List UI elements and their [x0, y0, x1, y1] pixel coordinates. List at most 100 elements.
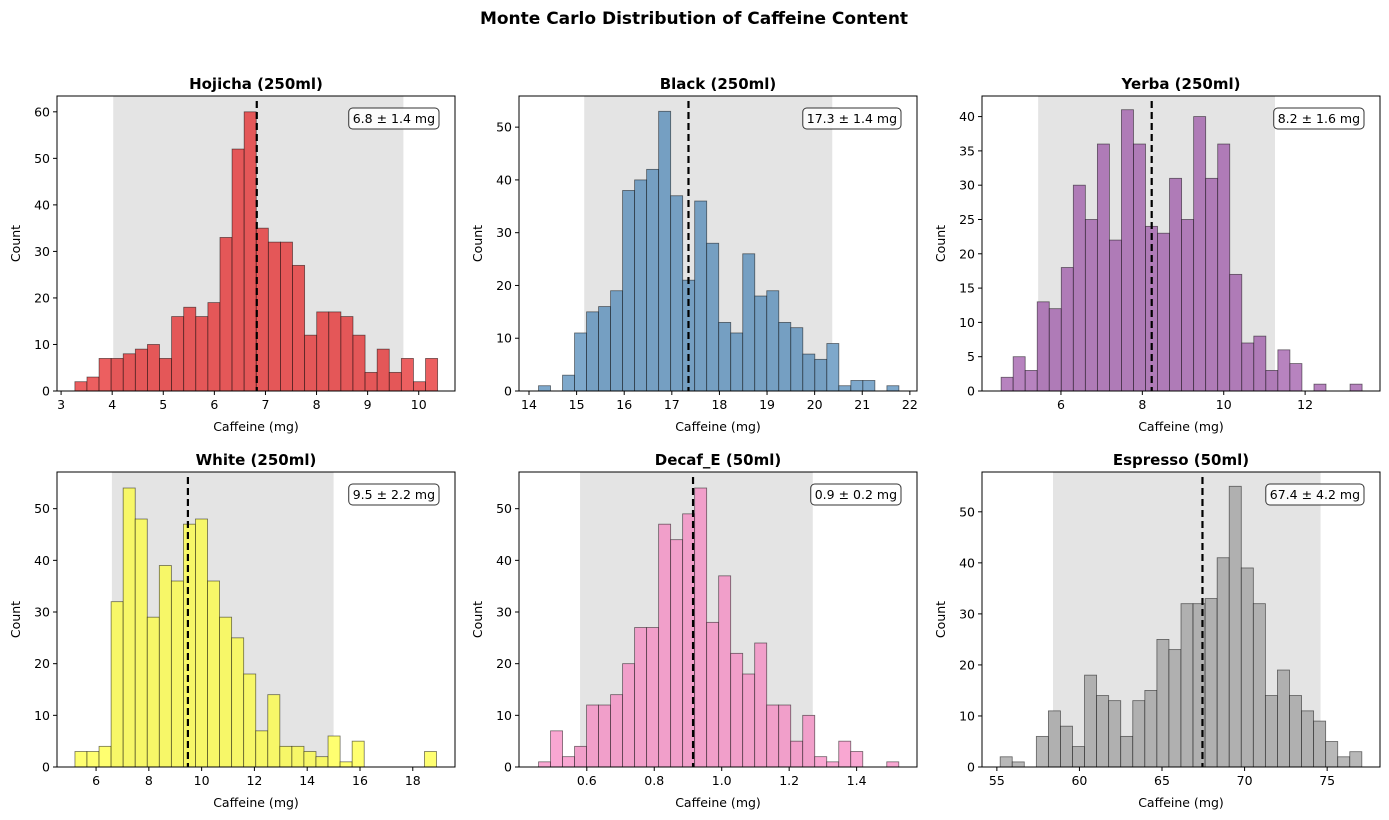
subplot-6: 55 60 65 70 75 0 10 20 30 40 50 Espresso (50ml) Caff… [933, 451, 1381, 810]
histogram-bar [110, 601, 124, 768]
y-tick-label: 35 [959, 143, 975, 158]
y-axis-label: Count [470, 225, 485, 262]
histogram-bar [802, 353, 816, 392]
x-axis-label: Caffeine (mg) [675, 795, 761, 810]
histogram-bar [646, 168, 660, 392]
stats-annotation: 67.4 ± 4.2 mg [1270, 487, 1360, 502]
histogram-bar [219, 616, 233, 768]
stats-annotation-box [348, 107, 440, 130]
histogram-bar [802, 714, 816, 768]
histogram-bar [694, 200, 708, 392]
histogram-bar [730, 652, 744, 768]
histogram-bar [706, 621, 720, 768]
histogram-bar [170, 580, 184, 768]
histogram-bar [574, 332, 587, 392]
x-axis-label: Caffeine (mg) [213, 419, 299, 434]
histogram-bar [1096, 695, 1110, 768]
x-tick-label: 17 [664, 397, 680, 412]
histogram-bar [110, 358, 124, 392]
histogram-bar [1216, 557, 1230, 768]
histogram-bar [292, 264, 306, 392]
histogram-bar [1217, 143, 1231, 392]
histogram-bar [280, 241, 293, 392]
axes-frame [56, 95, 456, 392]
histogram-bar [86, 376, 100, 392]
histogram-bar [183, 523, 196, 768]
histogram-bar [1229, 273, 1243, 392]
x-axis-label: Caffeine (mg) [1138, 419, 1224, 434]
axes-frame [981, 95, 1381, 392]
histogram-bar [814, 358, 828, 392]
histogram-bar [718, 575, 732, 768]
histogram-bar [598, 306, 611, 392]
histogram-bar [183, 306, 197, 392]
histogram-bar [267, 694, 281, 768]
histogram-bar [1144, 690, 1158, 768]
histogram-bar [754, 642, 768, 768]
histogram-bar [610, 290, 624, 392]
histogram-bar [122, 353, 136, 392]
x-tick-label: 55 [989, 773, 1005, 788]
stats-annotation: 0.9 ± 0.2 mg [815, 487, 897, 502]
y-axis-label: Count [470, 601, 485, 638]
x-axis-label: Caffeine (mg) [213, 795, 299, 810]
histogram-bar [1313, 720, 1327, 768]
histogram-bar [1337, 756, 1351, 768]
x-tick-label: 16 [616, 397, 632, 412]
subplot-2: 14 15 16 17 18 19 20 21 22 0 10 20 30 40 50 Black (250m… [470, 75, 918, 434]
histogram-bar [622, 663, 636, 768]
x-tick-label: 5 [159, 397, 167, 412]
y-tick-label: 30 [959, 606, 975, 621]
histogram-bar [1349, 383, 1363, 392]
histogram-bar [814, 756, 828, 768]
figure-title: Monte Carlo Distribution of Caffeine Con… [480, 9, 908, 29]
histogram-bar [538, 385, 551, 392]
histogram-bar [207, 302, 221, 392]
histogram-bar [1204, 598, 1218, 768]
histogram-bar [634, 627, 648, 768]
histogram-bar [1228, 485, 1242, 768]
histogram-bar [1289, 695, 1302, 768]
histogram-bar [1036, 301, 1050, 392]
histogram-bar [790, 740, 804, 768]
histogram-bar [766, 290, 780, 392]
axes-frame [981, 471, 1381, 768]
histogram-bar [339, 761, 353, 768]
histogram-bar [1265, 370, 1279, 392]
histogram-bar [351, 740, 365, 768]
x-tick-label: 12 [1297, 397, 1313, 412]
y-axis-label: Count [933, 225, 948, 262]
subplot-title: Espresso (50ml) [1113, 451, 1249, 469]
y-tick-label: 40 [34, 553, 50, 568]
histogram-bar [425, 358, 439, 392]
y-tick-label: 60 [34, 104, 50, 119]
histogram-bar [1120, 735, 1134, 768]
histogram-bar [122, 487, 136, 768]
histogram-bar [742, 253, 756, 392]
x-tick-label: 0.6 [577, 773, 597, 788]
y-axis-label: Count [8, 601, 23, 638]
histogram-bar [376, 348, 390, 392]
x-tick-label: 6 [1057, 397, 1065, 412]
histogram-bar [1168, 649, 1182, 768]
histogram-bar [98, 358, 112, 392]
stats-annotation-box [348, 483, 440, 506]
y-tick-label: 30 [496, 225, 512, 240]
y-tick-label: 50 [496, 501, 512, 516]
histogram-bar [1241, 342, 1255, 392]
x-tick-label: 20 [807, 397, 823, 412]
y-tick-label: 20 [496, 278, 512, 293]
histogram-bar [658, 523, 672, 768]
y-tick-label: 0 [504, 384, 512, 399]
x-tick-label: 75 [1319, 773, 1335, 788]
x-tick-label: 6 [210, 397, 218, 412]
x-tick-label: 3 [57, 397, 65, 412]
histogram-bar [340, 316, 354, 392]
y-tick-label: 10 [34, 708, 50, 723]
histogram-bar [134, 348, 148, 392]
histogram-bar [1108, 700, 1122, 768]
y-tick-label: 40 [496, 172, 512, 187]
x-axis-label: Caffeine (mg) [675, 419, 761, 434]
